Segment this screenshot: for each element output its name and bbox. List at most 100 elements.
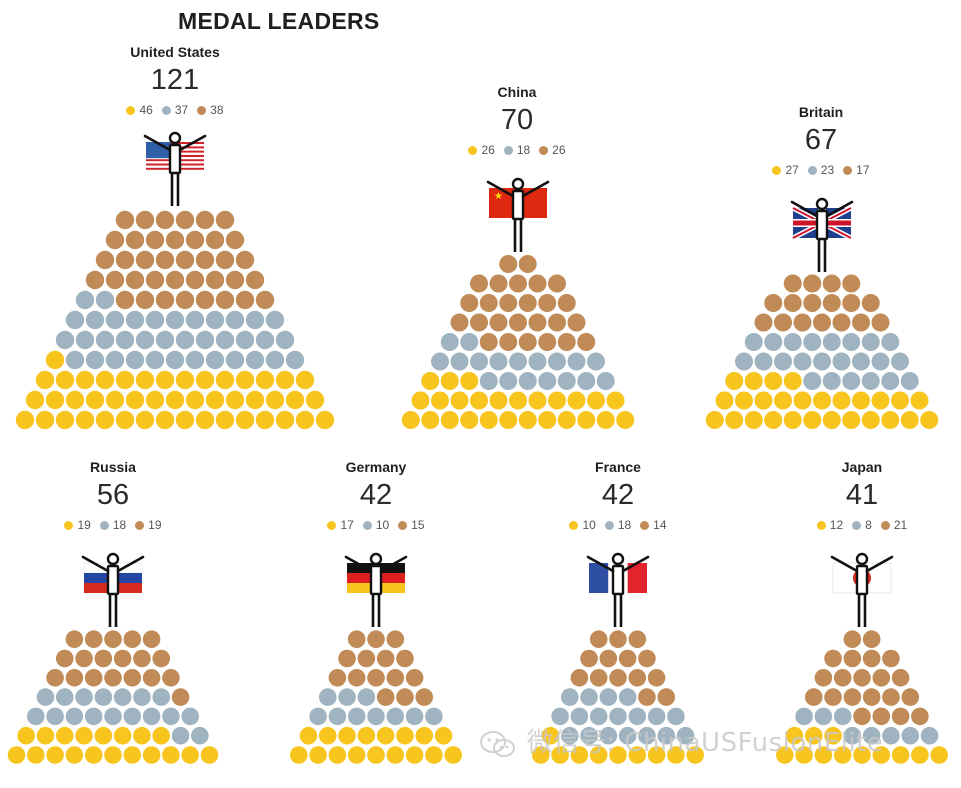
gold-medal-dot [891, 391, 909, 410]
country-name: France [595, 459, 641, 475]
bronze-medal-dot [852, 313, 870, 332]
silver-medal-dot [647, 707, 666, 726]
gold-medal-dot [557, 411, 576, 429]
bronze-medal-dot [255, 290, 275, 310]
gold-medal-dot [338, 726, 356, 745]
gold-medal-dot [911, 746, 929, 764]
gold-medal-dot [152, 726, 171, 745]
silver-medal-dot [318, 688, 337, 706]
gold-count: 27 [772, 162, 799, 178]
country-name: Japan [841, 459, 883, 475]
silver-medal-dot [470, 352, 488, 371]
gold-medal-dot [587, 391, 605, 410]
gold-medal-dot [813, 391, 831, 410]
bronze-dot-icon [398, 520, 408, 530]
gold-medal-dot [17, 726, 35, 745]
silver-medal-dot [65, 310, 85, 330]
gold-medal-dot [185, 390, 205, 410]
bronze-medal-dot [638, 688, 656, 706]
silver-medal-dot [813, 352, 831, 371]
silver-medal-dot [195, 330, 215, 350]
united-states-flag-figure-icon [143, 131, 207, 206]
gold-medal-dot [824, 726, 842, 745]
bronze-medal-dot [628, 669, 647, 687]
silver-medal-dot [225, 350, 245, 370]
gold-medal-dot [440, 411, 459, 429]
silver-medal-dot [235, 330, 255, 350]
bronze-medal-dot [538, 294, 557, 312]
gold-medal-dot [930, 746, 948, 764]
bronze-medal-dot [84, 669, 103, 687]
bronze-medal-dot [754, 313, 773, 332]
gold-medal-dot [705, 411, 724, 429]
country-name: United States [130, 44, 220, 60]
britain-flag-figure-icon [790, 197, 854, 272]
bronze-medal-dot [338, 649, 356, 668]
silver-medal-dot [181, 707, 199, 726]
gold-medal-dot [105, 390, 125, 410]
bronze-dot-icon [843, 165, 853, 175]
silver-medal-dot [518, 372, 537, 390]
silver-medal-dot [744, 333, 763, 351]
gold-medal-dot [155, 370, 175, 390]
gold-medal-dot [783, 372, 802, 390]
france-flag-figure-icon [586, 552, 650, 627]
gold-medal-dot [570, 746, 589, 764]
bronze-medal-dot [499, 333, 518, 351]
gold-medal-dot [15, 410, 35, 430]
bronze-medal-dot [123, 630, 142, 648]
silver-medal-dot [115, 330, 135, 350]
bronze-medal-dot [175, 210, 195, 230]
silver-medal-dot [551, 707, 569, 726]
gold-medal-dot [425, 746, 443, 764]
gold-medal-dot [609, 746, 627, 764]
bronze-dot-icon [880, 520, 890, 530]
bronze-medal-dot [803, 274, 822, 293]
bronze-medal-dot [577, 333, 596, 351]
japan-flag-figure-icon [830, 552, 894, 627]
silver-medal-dot [155, 330, 175, 350]
gold-medal-dot [309, 746, 327, 764]
silver-medal-dot [309, 707, 327, 726]
silver-medal-dot [900, 372, 919, 390]
silver-medal-dot [638, 726, 656, 745]
silver-medal-dot [479, 372, 498, 390]
bronze-medal-dot [489, 313, 508, 332]
bronze-count: 21 [880, 517, 907, 533]
bronze-medal-dot [215, 210, 235, 230]
silver-medal-dot [528, 352, 547, 371]
silver-count: 18 [503, 142, 530, 158]
gold-medal-dot [396, 726, 414, 745]
silver-medal-dot [589, 707, 608, 726]
gold-medal-dot [115, 410, 135, 430]
gold-medal-dot [295, 370, 315, 390]
bronze-medal-dot [783, 274, 802, 293]
bronze-medal-dot [225, 270, 245, 290]
bronze-medal-dot [871, 313, 890, 332]
gold-medal-dot [46, 746, 64, 764]
gold-medal-dot [532, 746, 550, 764]
silver-medal-dot [265, 350, 285, 370]
bronze-medal-dot [195, 250, 215, 270]
gold-medal-dot [205, 390, 225, 410]
gold-medal-dot [832, 391, 851, 410]
gold-medal-dot [647, 746, 666, 764]
gold-medal-dot [35, 410, 55, 430]
silver-medal-dot [104, 707, 122, 726]
silver-medal-dot [618, 688, 637, 706]
medal-breakdown: 12 8 21 [742, 517, 961, 533]
gold-medal-dot [551, 746, 569, 764]
gold-medal-dot [95, 370, 115, 390]
bronze-medal-dot [115, 290, 135, 310]
bronze-medal-dot [135, 210, 155, 230]
gold-medal-dot [783, 411, 802, 429]
gold-medal-dot [715, 391, 734, 410]
silver-medal-dot [205, 310, 225, 330]
gold-medal-dot [125, 390, 145, 410]
silver-medal-dot [265, 310, 285, 330]
silver-medal-dot [191, 726, 209, 745]
gold-count: 10 [569, 517, 596, 533]
silver-medal-dot [225, 310, 245, 330]
bronze-medal-dot [822, 294, 841, 312]
silver-count: 37 [161, 102, 188, 118]
